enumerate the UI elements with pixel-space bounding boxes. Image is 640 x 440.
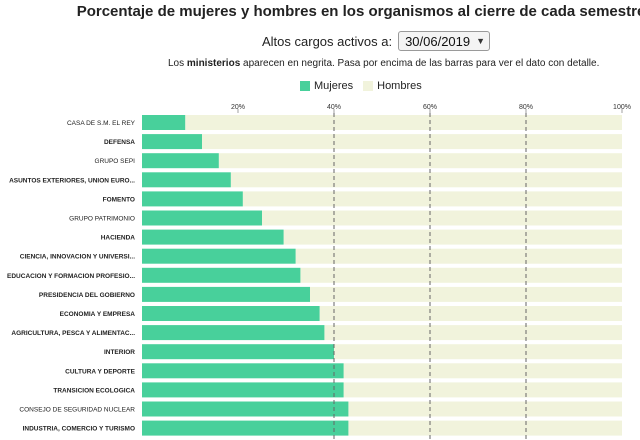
date-select-value: 30/06/2019 [405, 33, 471, 49]
bar-men[interactable] [348, 420, 622, 436]
date-select[interactable]: 30/06/2019 ▼ [398, 31, 491, 51]
category-label: FOMENTO [103, 196, 135, 203]
category-label: CONSEJO DE SEGURIDAD NUCLEAR [19, 407, 135, 414]
legend-label-women: Mujeres [314, 80, 354, 92]
bar-women[interactable] [142, 306, 320, 321]
bar-men[interactable] [348, 401, 622, 417]
bar-women[interactable] [142, 153, 219, 169]
date-selector-label: Altos cargos activos a: [262, 33, 393, 49]
bar-women[interactable] [142, 382, 344, 398]
bar-women[interactable] [142, 401, 349, 417]
bar-men[interactable] [218, 153, 623, 169]
category-label: PRESIDENCIA DEL GOBIERNO [39, 292, 135, 299]
category-label: GRUPO SEPI [95, 158, 136, 165]
bar-men[interactable] [310, 286, 622, 302]
legend-swatch-men [363, 81, 374, 91]
bar-men[interactable] [185, 115, 622, 130]
bar-women[interactable] [142, 344, 334, 360]
x-tick-label: 40% [327, 104, 341, 111]
hint-bold-word: ministerios [186, 58, 241, 69]
chart-title: Porcentaje de mujeres y hombres en los o… [76, 3, 640, 20]
category-label: INDUSTRIA, COMERCIO Y TURISMO [23, 426, 135, 433]
bar-men[interactable] [319, 306, 622, 321]
category-label: EDUCACION Y FORMACION PROFESIO... [7, 273, 135, 280]
bar-men[interactable] [300, 267, 622, 283]
chevron-down-icon: ▼ [476, 36, 486, 46]
bar-women[interactable] [142, 115, 186, 130]
bar-women[interactable] [142, 172, 231, 188]
category-label: DEFENSA [104, 139, 135, 146]
bar-men[interactable] [242, 191, 623, 207]
category-label: CULTURA Y DEPORTE [65, 368, 135, 375]
bar-men[interactable] [343, 363, 622, 379]
legend-swatch-women [300, 81, 310, 91]
bar-women[interactable] [142, 210, 262, 226]
bar-men[interactable] [230, 172, 623, 188]
x-tick-label: 60% [423, 104, 437, 111]
category-label: TRANSICION ECOLOGICA [53, 387, 135, 394]
bar-women[interactable] [142, 286, 310, 302]
bar-men[interactable] [334, 344, 622, 360]
bar-men[interactable] [324, 325, 622, 341]
bar-women[interactable] [142, 420, 349, 436]
bar-men[interactable] [343, 382, 622, 398]
bar-women[interactable] [142, 248, 296, 264]
legend-label-men: Hombres [377, 80, 422, 92]
x-tick-label: 80% [519, 104, 533, 111]
hint-text: Los ministerios aparecen en negrita. Pas… [168, 58, 600, 69]
category-label: CIENCIA, INNOVACION Y UNIVERSI... [20, 254, 135, 261]
legend: Mujeres Hombres [300, 80, 422, 92]
category-label: ECONOMIA Y EMPRESA [60, 311, 136, 318]
date-selector-row: Altos cargos activos a: 30/06/2019 ▼ [262, 31, 491, 51]
x-tick-label: 20% [231, 104, 245, 111]
category-label: GRUPO PATRIMONIO [69, 216, 135, 223]
category-label: HACIENDA [101, 235, 136, 242]
bar-men[interactable] [283, 229, 622, 245]
category-label: INTERIOR [104, 349, 135, 356]
bar-women[interactable] [142, 363, 344, 379]
x-tick-label: 100% [613, 104, 631, 111]
bar-women[interactable] [142, 134, 202, 150]
legend-item-men: Hombres [363, 80, 422, 92]
bar-women[interactable] [142, 267, 301, 283]
bar-women[interactable] [142, 191, 243, 207]
category-label: AGRICULTURA, PESCA Y ALIMENTAC... [11, 330, 135, 337]
legend-item-women: Mujeres [300, 80, 353, 92]
category-label: ASUNTOS EXTERIORES, UNION EURO... [9, 177, 135, 184]
bar-men[interactable] [262, 210, 622, 226]
bar-men[interactable] [202, 134, 622, 150]
bar-women[interactable] [142, 229, 284, 245]
bar-women[interactable] [142, 325, 325, 341]
bar-men[interactable] [295, 248, 622, 264]
category-label: CASA DE S.M. EL REY [67, 120, 136, 127]
